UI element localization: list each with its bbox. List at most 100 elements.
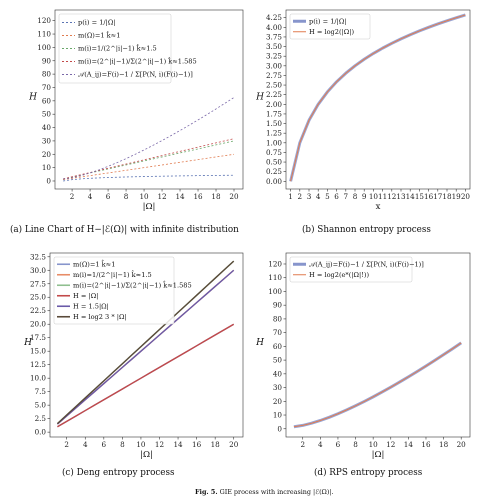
y-tick-label: 120: [37, 16, 51, 25]
legend-entry: H = log2(e*(|Ω|!)): [309, 271, 369, 279]
y-tick-label: 70: [42, 83, 52, 92]
y-tick-label: 4.00: [266, 23, 282, 32]
legend-entry: m(i)=(2^|i|−1)/Σ(2^|i|−1) k̂≈1.585: [78, 55, 197, 65]
y-tick-label: 15.0: [30, 347, 46, 356]
x-tick-label: 9: [362, 192, 367, 201]
y-tick-label: 100: [268, 287, 282, 296]
y-tick-label: 2.5: [35, 414, 47, 423]
panel-c: (c) Deng entropy process 0.0 2.5 5.0 7.5 10.…: [23, 252, 244, 478]
plot-frame-a: [54, 9, 244, 190]
y-tick-label: 0: [46, 176, 51, 185]
y-tick-label: 1.50: [266, 119, 282, 128]
y-tick-label: 3.25: [266, 52, 282, 61]
y-tick-label: 90: [42, 56, 52, 65]
x-tick-label: 2: [64, 440, 69, 449]
legend-entry: m(i)=1/(2^|i|−1) k̂≈1.5: [73, 269, 152, 279]
figure-caption-label: Fig. 5.: [195, 488, 218, 496]
plot-frame-b: [285, 9, 471, 190]
y-tick-label: 32.5: [30, 252, 46, 261]
y-tick-label: 30.0: [30, 266, 46, 275]
y-tick-label: 2.50: [266, 81, 282, 90]
x-tick-label: 11: [378, 192, 387, 201]
x-axis-label-d: |Ω|: [372, 450, 385, 460]
caption-a: (a) Line Chart of H−|ℰ(Ω)| with infinite…: [10, 224, 239, 235]
legend-box-c: [53, 256, 175, 325]
y-axis-label-d: H: [255, 338, 264, 348]
x-tick-label: 2: [298, 192, 303, 201]
y-tick-label: 80: [42, 70, 52, 79]
y-tick-label: 0.25: [266, 167, 282, 176]
x-tick-label: 1: [288, 192, 293, 201]
x-tick-label: 12: [155, 440, 164, 449]
x-tick-label: 10: [369, 192, 379, 201]
series-line-a-0: [63, 174, 235, 182]
caption-d: (d) RPS entropy process: [314, 467, 423, 478]
x-tick-label: 12: [386, 440, 395, 449]
y-tick-label: 70: [273, 328, 283, 337]
y-tick-label: 0.00: [266, 177, 282, 186]
series-line-b-1: [290, 14, 466, 182]
x-tick-label: 10: [136, 440, 146, 449]
panel-a: (a) Line Chart of H−|ℰ(Ω)| with infinite…: [10, 9, 244, 235]
x-tick-label: 18: [211, 192, 221, 201]
x-tick-label: 12: [157, 192, 166, 201]
legend-box-a: [58, 13, 172, 84]
legend-box-b: [289, 13, 371, 40]
x-tick-label: 4: [318, 440, 323, 449]
y-tick-label: 40: [273, 369, 283, 378]
legend-entry: H = log2 3 * |Ω|: [73, 313, 127, 321]
x-tick-label: 10: [139, 192, 149, 201]
x-tick-label: 16: [192, 440, 202, 449]
y-tick-label: 27.5: [30, 279, 46, 288]
x-tick-label: 4: [88, 192, 93, 201]
caption-c: (c) Deng entropy process: [62, 467, 175, 478]
y-tick-label: 25.0: [30, 293, 46, 302]
y-tick-label: 3.00: [266, 61, 282, 70]
legend-entry: 𝒜(A_ij)=F(i)−1 / Σ[P(N, i)(F(i)−1)]: [78, 71, 193, 79]
y-tick-label: 100: [37, 43, 51, 52]
x-tick-label: 18: [442, 192, 452, 201]
y-tick-label: 10: [42, 163, 52, 172]
y-tick-label: 1.25: [266, 129, 282, 138]
x-tick-label: 5: [325, 192, 330, 201]
y-tick-label: 1.75: [266, 109, 282, 118]
legend-entry: p(i) = 1/|Ω|: [309, 17, 347, 25]
y-axis-label-a: H: [28, 93, 37, 103]
y-tick-label: 7.5: [35, 387, 47, 396]
series-line-a-3: [63, 138, 235, 180]
series-line-c-4: [56, 269, 235, 425]
y-tick-label: 20: [273, 397, 283, 406]
series-line-d-1: [293, 342, 462, 428]
series-line-b-0: [289, 13, 466, 182]
y-tick-label: 2.25: [266, 90, 282, 99]
x-tick-label: 8: [120, 440, 125, 449]
x-tick-label: 16: [424, 192, 434, 201]
x-axis-label-c: |Ω|: [140, 450, 153, 460]
x-tick-label: 8: [353, 440, 358, 449]
y-tick-label: 50: [42, 110, 52, 119]
x-tick-label: 16: [193, 192, 203, 201]
legend-entry: m(i)=(2^|i|−1)/Σ(2^|i|−1) k̂≈1.585: [73, 279, 192, 289]
series-line-d-0: [293, 341, 463, 429]
y-tick-label: 3.75: [266, 32, 282, 41]
y-tick-label: 120: [268, 259, 282, 268]
y-tick-label: 0.75: [266, 148, 282, 157]
x-tick-label: 17: [433, 192, 443, 201]
y-tick-label: 110: [37, 30, 51, 39]
x-tick-label: 6: [336, 440, 341, 449]
figure-caption: Fig. 5. GIE process with increasing |ℰ(Ω…: [195, 488, 334, 496]
y-tick-label: 2.75: [266, 71, 282, 80]
x-tick-label: 12: [387, 192, 396, 201]
x-tick-label: 4: [316, 192, 321, 201]
x-tick-label: 16: [421, 440, 431, 449]
x-tick-label: 8: [124, 192, 129, 201]
y-tick-label: 90: [273, 301, 283, 310]
legend-box-d: [289, 256, 413, 283]
series-line-c-3: [57, 323, 235, 428]
legend-entry: m(i)=1/(2^|i|−1) k̂≈1.5: [78, 42, 157, 52]
y-tick-label: 80: [273, 314, 283, 323]
x-tick-label: 20: [461, 192, 471, 201]
x-tick-label: 19: [452, 192, 462, 201]
plot-frame-c: [49, 252, 244, 438]
y-tick-label: 60: [273, 342, 283, 351]
